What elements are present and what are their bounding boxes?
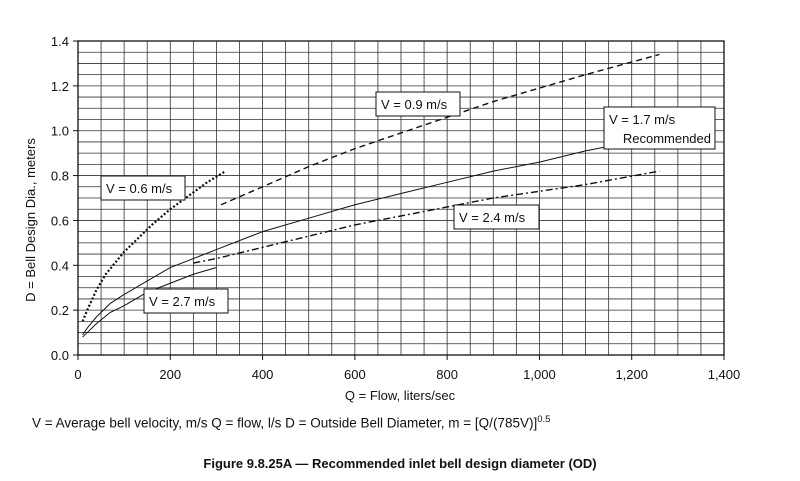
chart-annotations: V = 0.9 m/s V = 1.7 m/s Recommended V = 0.6… [100, 91, 716, 314]
series-annotation-5: V = 2.7 m/s [143, 288, 229, 314]
x-tick-label: 1,400 [708, 367, 741, 382]
y-tick-label: 1.0 [51, 124, 69, 139]
y-axis-label: D = Bell Design Dia., meters [23, 138, 38, 302]
annotation-box [143, 288, 229, 314]
annotation-label: V = 2.7 m/s [149, 294, 216, 309]
y-tick-label: 1.4 [51, 34, 69, 49]
figure-caption: Figure 9.8.25A — Recommended inlet bell … [203, 456, 597, 471]
x-tick-label: 200 [159, 367, 181, 382]
series-annotation-1: V = 0.9 m/s [375, 91, 461, 117]
series-annotation-2: V = 1.7 m/s Recommended [603, 106, 716, 150]
annotation-label: V = 2.4 m/s [459, 210, 526, 225]
series-line-2 [220, 53, 660, 206]
x-tick-label: 800 [436, 367, 458, 382]
y-tick-label: 0.4 [51, 258, 69, 273]
y-tick-label: 0.2 [51, 303, 69, 318]
footnote-exponent: 0.5 [537, 414, 551, 425]
annotation-label: Recommended [623, 131, 711, 146]
x-tick-label: 1,200 [615, 367, 648, 382]
series-annotation-4: V = 2.4 m/s [453, 204, 540, 230]
footnote-text: V = Average bell velocity, m/s Q = flow,… [32, 415, 538, 431]
x-axis-label: Q = Flow, liters/sec [345, 388, 456, 403]
plot-frame [77, 40, 725, 356]
series-line-5 [82, 267, 217, 338]
x-tick-label: 1,000 [523, 367, 556, 382]
chart-grid [77, 40, 725, 356]
x-tick-label: 0 [74, 367, 81, 382]
annotation-box [375, 91, 461, 117]
chart-figure: 0 200 400 600 800 1,000 1,200 1,400 0.0 0.2 0.4 0.6… [23, 34, 740, 403]
chart-series-group [81, 53, 660, 338]
chart-tick-labels: 0 200 400 600 800 1,000 1,200 1,400 0.0 0.2 0.4 0.6… [51, 34, 740, 382]
y-tick-label: 0.8 [51, 169, 69, 184]
series-line-4 [193, 170, 660, 264]
annotation-box [100, 175, 186, 201]
y-tick-label: 0.0 [51, 348, 69, 363]
series-annotation-3: V = 0.6 m/s [100, 175, 186, 201]
x-tick-label: 600 [344, 367, 366, 382]
annotation-label: V = 0.9 m/s [381, 97, 448, 112]
series-line-3 [82, 145, 609, 336]
annotation-box [603, 106, 716, 150]
formula-footnote: V = Average bell velocity, m/s Q = flow,… [32, 414, 550, 431]
annotation-label: V = 0.6 m/s [106, 181, 173, 196]
x-tick-label: 400 [252, 367, 274, 382]
annotation-label: V = 1.7 m/s [609, 112, 676, 127]
annotation-box [453, 204, 540, 230]
y-tick-label: 1.2 [51, 79, 69, 94]
y-tick-label: 0.6 [51, 213, 69, 228]
